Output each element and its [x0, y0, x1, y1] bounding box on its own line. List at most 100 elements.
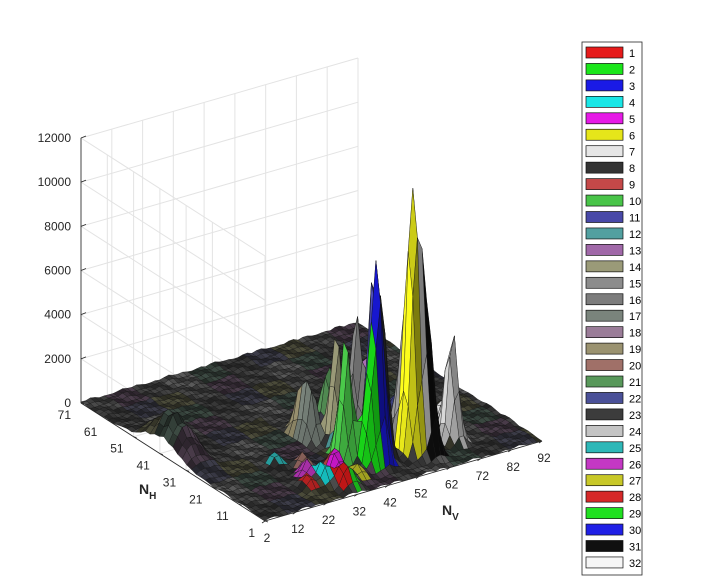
z-tick-mark-2	[80, 312, 87, 316]
legend-label-25: 25	[629, 443, 641, 455]
legend-swatch-6	[585, 128, 624, 141]
x-tick-mark-8	[508, 449, 512, 453]
legend-label-28: 28	[629, 492, 641, 504]
legend-swatch-13	[585, 244, 624, 256]
legend-label-5: 5	[629, 114, 635, 126]
legend-label-23: 23	[629, 410, 641, 422]
legend-swatch-18	[585, 326, 624, 338]
z-tick-label-4: 8000	[44, 219, 71, 233]
z-tick-mark-4	[80, 223, 87, 227]
legend-label-10: 10	[629, 196, 641, 208]
legend-swatch-28	[585, 490, 624, 503]
legend-label-6: 6	[629, 130, 635, 142]
legend-swatch-20	[585, 359, 624, 371]
z-tick-mark-0	[80, 400, 87, 404]
y-tick-mark-1	[238, 503, 242, 506]
surface-cell-2399	[260, 515, 270, 521]
z-tick-mark-6	[80, 135, 87, 139]
y-tick-label-0: 1	[248, 526, 255, 540]
x-tick-mark-4	[384, 485, 389, 488]
legend: 1234567891011121314151617181920212223242…	[581, 41, 643, 576]
x-tick-mark-3	[354, 494, 358, 497]
legend-label-3: 3	[629, 81, 635, 93]
legend-swatch-8	[585, 161, 624, 174]
y-tick-label-1: 11	[216, 509, 229, 523]
surface-mesh	[80, 188, 543, 521]
y-axis-label: NH	[139, 481, 156, 502]
y-tick-label-7: 71	[58, 408, 72, 422]
legend-swatch-19	[585, 342, 624, 355]
legend-label-20: 20	[629, 361, 641, 373]
z-tick-mark-5	[80, 179, 87, 183]
x-tick-label-1: 12	[291, 522, 305, 536]
legend-swatch-9	[585, 178, 624, 190]
z-tick-label-2: 4000	[44, 308, 71, 322]
y-axis-label-main: N	[139, 481, 149, 497]
legend-label-31: 31	[629, 542, 641, 554]
legend-label-8: 8	[629, 163, 635, 175]
legend-label-26: 26	[629, 459, 641, 471]
y-tick-mark-6	[107, 419, 111, 422]
legend-swatch-32	[585, 556, 624, 569]
z-tick-label-5: 10000	[38, 175, 72, 189]
legend-label-1: 1	[629, 48, 635, 60]
legend-label-22: 22	[629, 393, 641, 405]
legend-label-29: 29	[629, 509, 641, 521]
legend-label-4: 4	[629, 97, 635, 109]
legend-swatch-12	[585, 227, 624, 240]
legend-swatch-5	[585, 112, 624, 125]
legend-swatch-25	[585, 441, 624, 454]
box-floor-left-edge	[80, 402, 266, 522]
x-tick-label-3: 32	[353, 504, 367, 518]
x-axis-ticks: 2 12 22 32 42 52 62 72 82 92	[261, 440, 551, 545]
x-tick-mark-2	[323, 502, 327, 506]
legend-swatch-30	[585, 523, 624, 536]
legend-label-11: 11	[629, 213, 640, 225]
legend-swatch-26	[585, 457, 624, 470]
legend-label-27: 27	[629, 476, 641, 488]
legend-swatch-22	[585, 392, 624, 404]
legend-label-16: 16	[629, 295, 641, 307]
legend-swatch-24	[585, 425, 624, 437]
legend-label-13: 13	[629, 245, 641, 257]
legend-label-32: 32	[629, 558, 641, 570]
legend-swatch-4	[585, 95, 624, 108]
x-tick-label-9: 92	[537, 451, 551, 465]
legend-swatch-21	[585, 375, 624, 388]
y-tick-mark-0	[264, 520, 269, 523]
z-tick-label-1: 2000	[44, 352, 71, 366]
x-tick-mark-9	[538, 440, 543, 444]
x-tick-label-8: 82	[507, 460, 521, 474]
y-axis-label-sub: H	[149, 491, 156, 502]
x-tick-label-4: 42	[383, 495, 397, 509]
z-axis-ticks: 0 2000 4000 6000 8000 10000 12000	[38, 131, 87, 410]
y-tick-label-5: 51	[110, 442, 124, 456]
x-tick-mark-5	[415, 476, 420, 479]
legend-swatch-27	[585, 474, 624, 487]
legend-swatch-3	[585, 79, 624, 92]
legend-swatch-14	[585, 260, 624, 273]
y-tick-mark-3	[186, 470, 190, 472]
y-tick-mark-2	[212, 486, 216, 489]
z-tick-mark-3	[80, 268, 87, 271]
x-tick-label-0: 2	[264, 531, 271, 545]
x-tick-label-6: 62	[445, 478, 459, 492]
y-tick-mark-7	[80, 402, 85, 405]
y-tick-mark-4	[159, 453, 163, 455]
legend-swatch-11	[585, 211, 624, 223]
y-tick-label-4: 41	[136, 459, 150, 473]
legend-label-9: 9	[629, 180, 635, 192]
x-tick-mark-1	[292, 511, 296, 515]
legend-label-18: 18	[629, 328, 641, 340]
box-floor-right-edge	[264, 440, 543, 522]
legend-label-12: 12	[629, 229, 641, 241]
legend-label-17: 17	[629, 311, 641, 323]
x-axis-label-sub: V	[452, 512, 459, 523]
legend-swatch-7	[585, 145, 624, 158]
legend-swatch-15	[585, 276, 624, 289]
y-tick-label-2: 21	[189, 492, 203, 506]
legend-swatch-29	[585, 507, 624, 519]
z-tick-label-0: 0	[64, 396, 71, 410]
